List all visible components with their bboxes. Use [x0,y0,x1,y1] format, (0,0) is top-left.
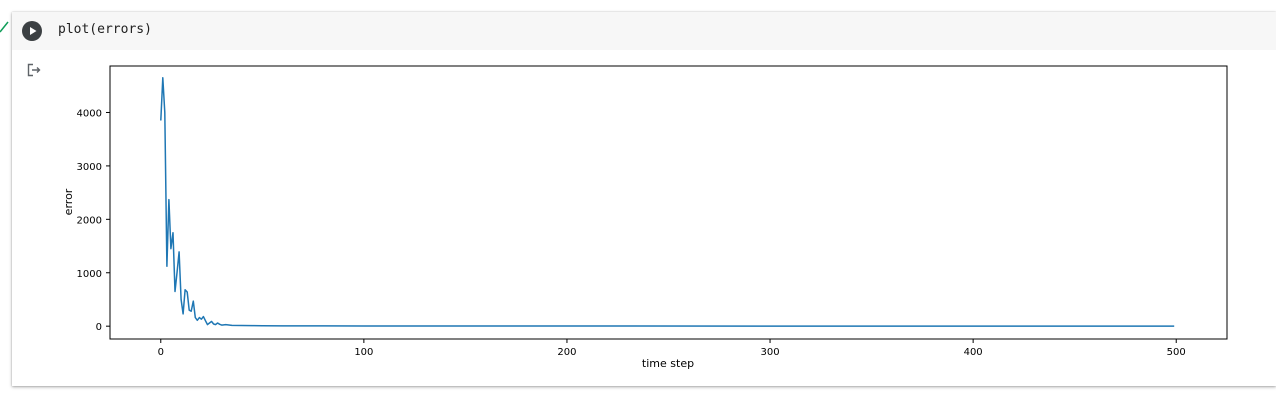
x-tick-label: 300 [760,347,779,358]
code-editor-row[interactable]: plot(errors) [12,12,1276,50]
y-tick-label: 1000 [77,269,102,280]
x-tick-label: 500 [1167,347,1186,358]
code-input[interactable]: plot(errors) [58,22,152,37]
notebook-cell[interactable]: plot(errors) 0 100 200 300 400 500 0 1000 2000 3… [12,12,1276,386]
x-axis: 0 100 200 300 400 500 [158,339,1186,358]
y-tick-label: 0 [96,322,102,333]
play-icon [30,27,37,35]
y-tick-label: 2000 [77,215,102,226]
output-redirect-button[interactable] [26,62,42,78]
y-tick-label: 4000 [77,108,102,119]
y-axis-label: error [62,188,75,215]
checkmark-icon [0,21,9,33]
output-redirect-icon [27,63,41,77]
y-axis: 0 1000 2000 3000 4000 [77,108,110,333]
x-axis-label: time step [642,357,694,370]
series-line-errors [160,77,1175,327]
x-tick-label: 0 [158,347,164,358]
x-tick-label: 100 [354,347,373,358]
y-tick-label: 3000 [77,162,102,173]
execution-status-mark [0,20,10,50]
x-tick-label: 400 [964,347,983,358]
plot-area-frame [109,65,1228,340]
x-tick-label: 200 [557,347,576,358]
run-cell-button[interactable] [22,21,42,41]
error-line-chart: 0 100 200 300 400 500 0 1000 2000 3000 4000 time … [62,65,1228,370]
